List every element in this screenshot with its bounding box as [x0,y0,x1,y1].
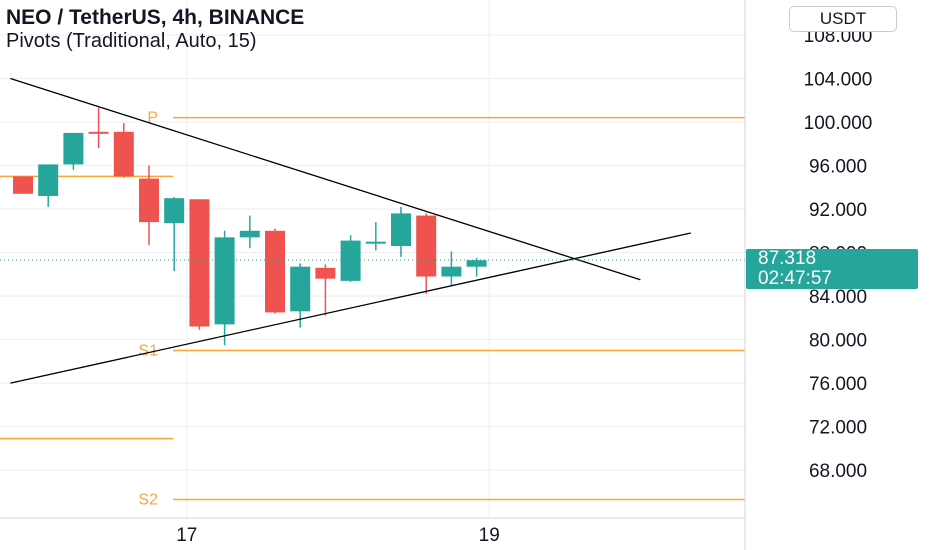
y-tick-label: 80.000 [809,331,867,352]
candle-body-down [189,199,210,327]
pivot-label-s1: S1 [138,342,158,359]
candle-body-down [315,267,336,279]
candle-body-up [340,240,361,281]
pivot-label-p: P [147,110,158,127]
x-tick-label: 17 [176,525,197,546]
candle-body-down [88,131,109,134]
candle-body-up [239,230,260,238]
candle-body-up [164,198,185,224]
candle-body-down [139,178,159,223]
candle-body-down [416,215,437,277]
y-tick-label: 76.000 [809,374,867,395]
y-tick-label: 68.000 [809,461,867,482]
candle-body-up [214,237,235,325]
indicator-legend[interactable]: Pivots (Traditional, Auto, 15) [6,30,257,52]
last-price-tag: 87.318 02:47:57 [746,249,918,289]
y-tick-label: 84.000 [809,287,867,308]
y-tick-label: 92.000 [809,200,867,221]
chart-title: NEO / TetherUS, 4h, BINANCE [6,6,305,29]
currency-button[interactable]: USDT [789,6,897,32]
bar-countdown: 02:47:57 [758,268,832,289]
candle-body-up [63,132,84,165]
candlesticks [13,107,487,346]
pivot-label-s2: S2 [138,492,158,509]
trendline-resistance [10,77,641,281]
candle-body-down [13,176,33,194]
y-tick-label: 72.000 [809,418,867,439]
candle-body-up [365,241,386,244]
trendlines[interactable] [10,77,691,384]
candle-body-down [113,131,134,177]
gridlines [0,0,745,518]
candle-body-up [38,164,59,196]
time-axis[interactable]: 17 19 [0,517,745,546]
candle-body-down [265,230,285,313]
candle-body-up [466,260,487,267]
y-tick-label: 100.000 [804,113,873,134]
candle-body-up [290,266,311,312]
candle-body-up [391,213,411,247]
y-tick-label: 96.000 [809,157,867,178]
y-tick-label: 104.000 [804,69,873,90]
pivot-levels: P S1 S2 [0,110,745,509]
last-price-value: 87.318 [758,248,817,269]
candle-body-up [441,266,462,277]
x-tick-label: 19 [479,525,500,546]
trendline-support [10,232,691,384]
